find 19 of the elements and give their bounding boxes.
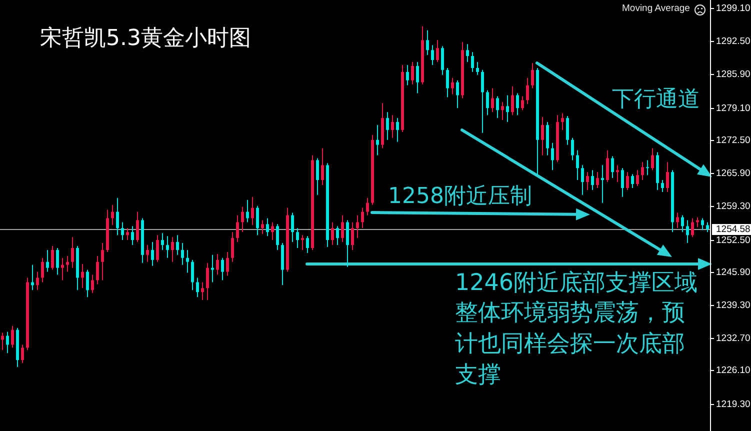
y-tick-label: 1272.50 bbox=[716, 135, 750, 146]
y-tick-label: 1232.70 bbox=[716, 333, 750, 344]
y-tick-label: 1279.10 bbox=[716, 103, 750, 114]
y-tick-label: 1259.30 bbox=[716, 201, 750, 212]
y-tick-label: 1265.90 bbox=[716, 168, 750, 179]
annotation: 下行通道 bbox=[612, 86, 700, 114]
title: 宋哲凯5.3黄金小时图 bbox=[40, 25, 251, 53]
annotation: 1246附近底部支撑区域 bbox=[455, 269, 698, 298]
y-tick-label: 1292.50 bbox=[716, 36, 750, 47]
annotation: 1258附近压制 bbox=[388, 183, 532, 211]
y-tick-label: 1285.90 bbox=[716, 69, 750, 80]
y-tick-label: 1219.30 bbox=[716, 399, 750, 410]
y-tick-label: 1239.30 bbox=[716, 300, 750, 311]
y-tick-label: 1226.10 bbox=[716, 365, 750, 376]
y-tick-label: 1245.90 bbox=[716, 267, 750, 278]
y-tick-label: 1299.10 bbox=[716, 3, 750, 14]
y-tick-label: 1252.50 bbox=[716, 235, 750, 246]
annotation: Moving Average bbox=[622, 3, 690, 15]
annotation: 整体环境弱势震荡，预计也同样会探一次底部支撑 bbox=[455, 299, 686, 390]
